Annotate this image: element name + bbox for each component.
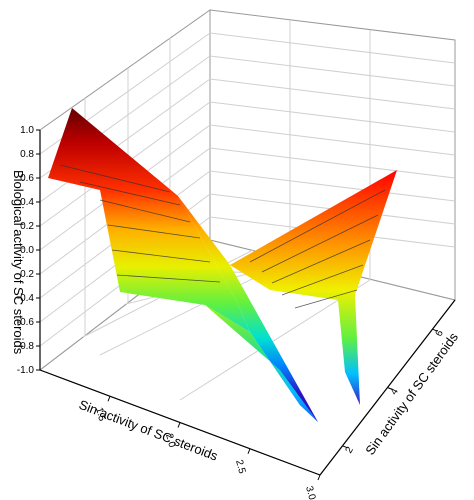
surface-center-panel <box>178 196 318 422</box>
z-axis-ticks: 1.0 0.8 0.6 0.4 0.2 0.0 -0.2 -0.4 -0.6 -0.8 -1.0 <box>17 125 40 376</box>
surface-lower-panel <box>205 305 318 422</box>
z-axis-title: Biological activity of SC steroids <box>11 170 26 355</box>
z-tick-label: 0.4 <box>20 197 34 208</box>
x-tick-mark <box>317 474 321 481</box>
x-tick-mark <box>247 448 251 454</box>
z-tick-label: -0.8 <box>17 341 35 352</box>
y-tick-mark <box>432 328 438 332</box>
y-tick-label: 6 <box>434 328 447 339</box>
x-tick-mark <box>107 396 111 402</box>
z-tick-label: -0.4 <box>17 293 35 304</box>
y-tick-mark <box>387 387 393 390</box>
z-tick-label: -0.6 <box>17 317 35 328</box>
z-tick-label: -1.0 <box>17 365 35 376</box>
x-tick-label: 2.0 <box>163 432 177 449</box>
y-axis-ticks: 2 4 6 <box>342 328 447 456</box>
z-tick-label: 0.0 <box>20 245 34 256</box>
surface-right-panel <box>230 170 397 405</box>
x-axis-ticks: 1.5 2.0 2.5 3.0 <box>93 396 321 500</box>
x-tick-label: 2.5 <box>233 459 247 476</box>
z-tick-label: 0.8 <box>20 149 34 160</box>
x-tick-mark <box>177 422 181 428</box>
z-tick-label: -0.2 <box>17 269 35 280</box>
surface-left-panel <box>48 108 250 332</box>
y-tick-label: 4 <box>389 386 402 397</box>
z-tick-label: 1.0 <box>20 125 34 136</box>
x-tick-label: 3.0 <box>303 485 317 500</box>
y-axis-title: Sin activity of SC steroids <box>362 329 461 457</box>
z-tick-label: 0.6 <box>20 173 34 184</box>
z-tick-label: 0.2 <box>20 221 34 232</box>
x-axis-title: Sin activity of SC steroids <box>77 397 220 464</box>
surface <box>48 108 397 422</box>
x-tick-label: 1.5 <box>93 406 107 423</box>
y-tick-mark <box>342 445 348 449</box>
y-tick-label: 2 <box>344 445 357 456</box>
